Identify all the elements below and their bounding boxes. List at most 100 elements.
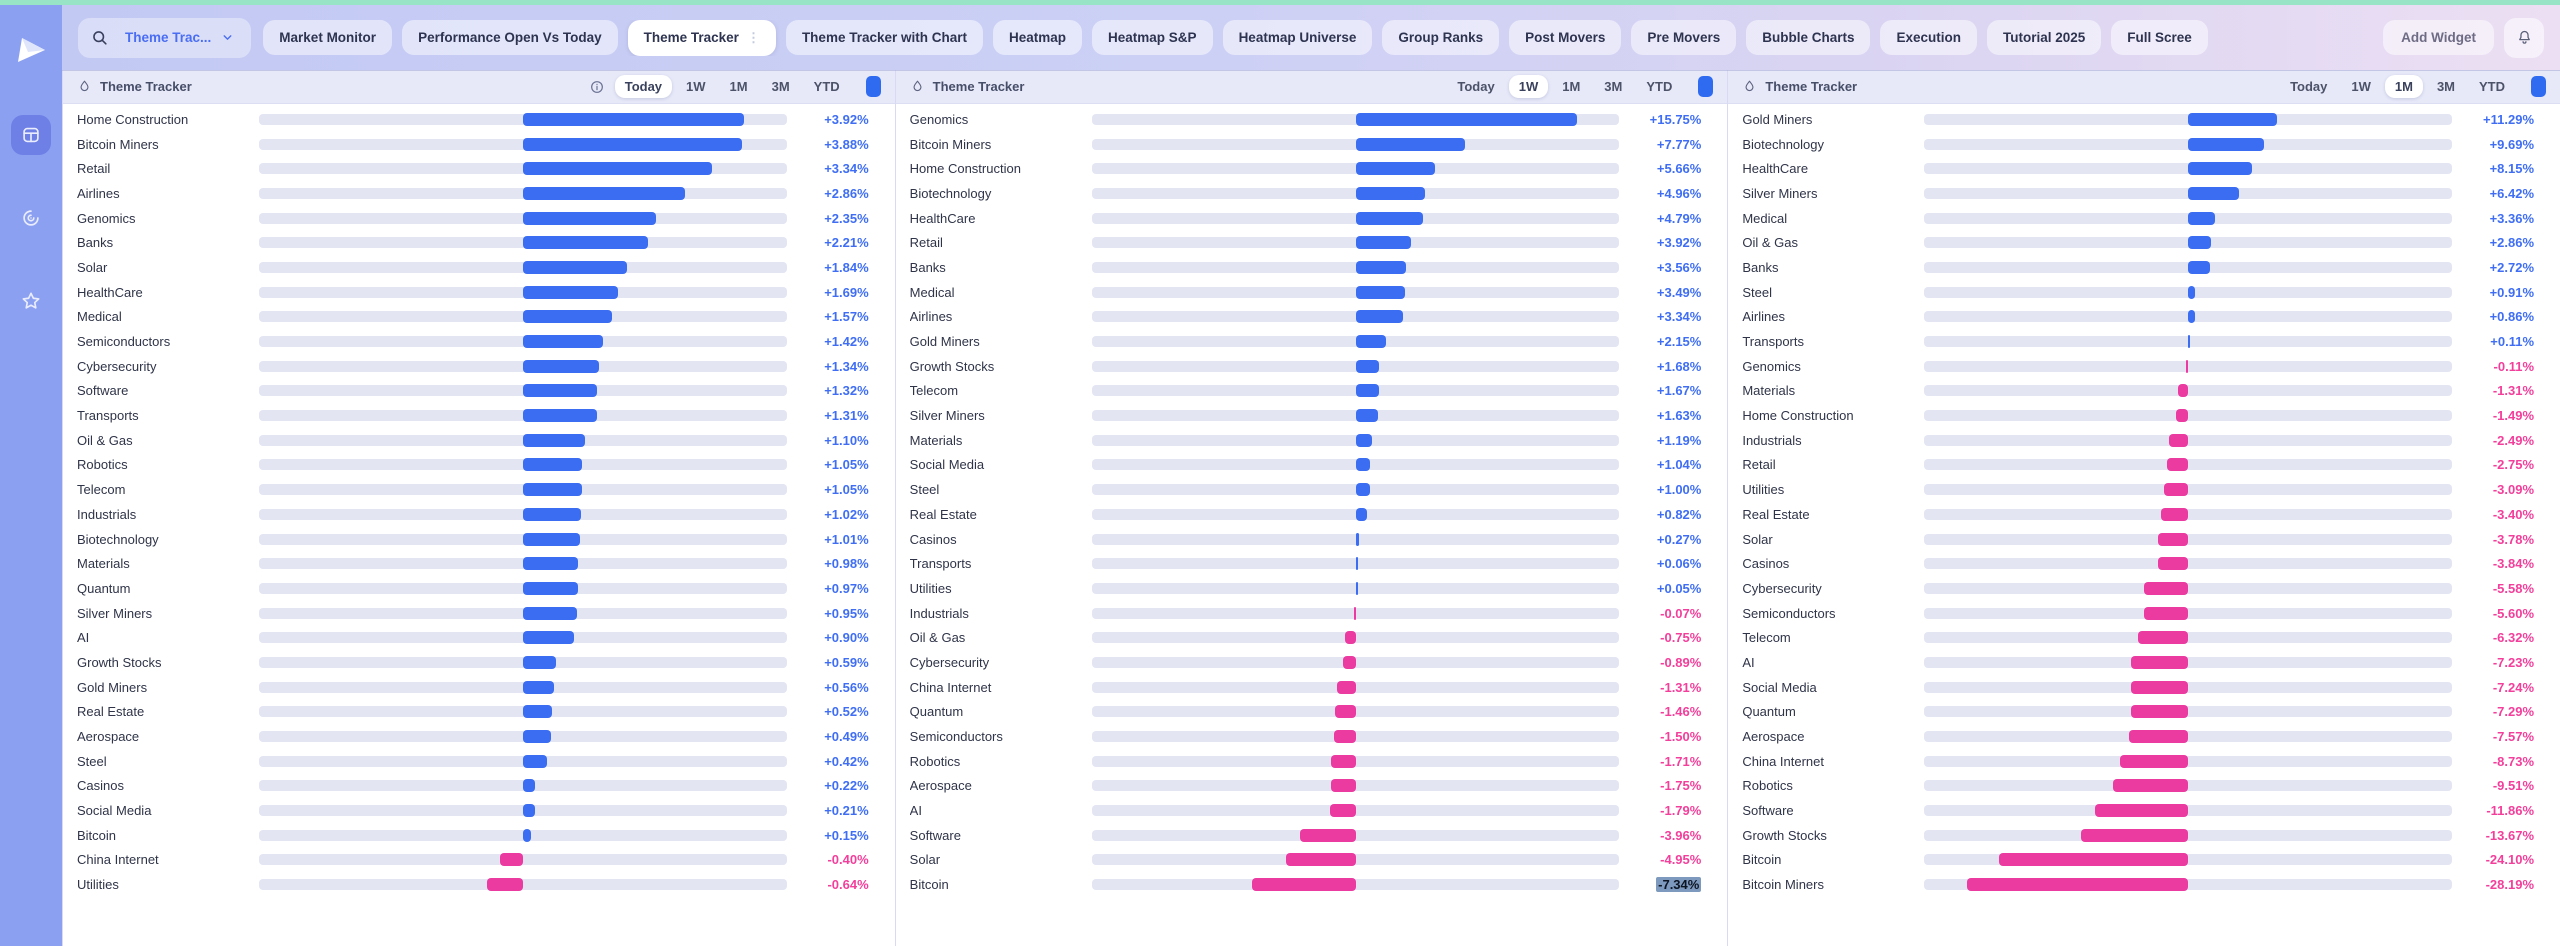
info-button[interactable] (589, 79, 605, 95)
theme-row[interactable]: Semiconductors -1.50% (896, 724, 1728, 749)
theme-row[interactable]: Bitcoin -24.10% (1728, 848, 2560, 873)
panel-color-swatch-icon[interactable] (2531, 76, 2547, 97)
tab-bubble-charts[interactable]: Bubble Charts (1746, 20, 1871, 55)
theme-row[interactable]: Retail +3.34% (63, 156, 895, 181)
theme-row[interactable]: Materials +1.19% (896, 428, 1728, 453)
theme-row[interactable]: Solar -3.78% (1728, 527, 2560, 552)
theme-row[interactable]: Semiconductors +1.42% (63, 329, 895, 354)
theme-row[interactable]: Genomics +2.35% (63, 206, 895, 231)
theme-row[interactable]: Industrials -0.07% (896, 601, 1728, 626)
theme-row[interactable]: Aerospace -1.75% (896, 774, 1728, 799)
layout-dropdown[interactable]: Theme Trac... (117, 21, 248, 55)
theme-row[interactable]: Bitcoin -7.34% (896, 872, 1728, 897)
theme-row[interactable]: Casinos -3.84% (1728, 551, 2560, 576)
theme-row[interactable]: AI +0.90% (63, 625, 895, 650)
theme-row[interactable]: Silver Miners +1.63% (896, 403, 1728, 428)
theme-row[interactable]: Growth Stocks +0.59% (63, 650, 895, 675)
theme-row[interactable]: Software -11.86% (1728, 798, 2560, 823)
theme-row[interactable]: Airlines +3.34% (896, 305, 1728, 330)
theme-row[interactable]: Steel +0.42% (63, 749, 895, 774)
theme-row[interactable]: Quantum +0.97% (63, 576, 895, 601)
tab-theme-tracker[interactable]: Theme Tracker ⋮ (627, 19, 776, 56)
theme-row[interactable]: Gold Miners +2.15% (896, 329, 1728, 354)
theme-row[interactable]: Home Construction -1.49% (1728, 403, 2560, 428)
timeframe-1m[interactable]: 1M (1562, 79, 1581, 94)
theme-row[interactable]: Medical +3.36% (1728, 206, 2560, 231)
theme-row[interactable]: Retail +3.92% (896, 230, 1728, 255)
theme-row[interactable]: Medical +1.57% (63, 305, 895, 330)
theme-row[interactable]: Biotechnology +1.01% (63, 527, 895, 552)
sidebar-item-themes[interactable] (11, 198, 51, 238)
tab-heatmap-universe[interactable]: Heatmap Universe (1222, 20, 1373, 55)
theme-row[interactable]: Steel +0.91% (1728, 280, 2560, 305)
theme-row[interactable]: Banks +3.56% (896, 255, 1728, 280)
theme-row[interactable]: Medical +3.49% (896, 280, 1728, 305)
theme-row[interactable]: Cybersecurity +1.34% (63, 354, 895, 379)
theme-row[interactable]: China Internet -0.40% (63, 848, 895, 873)
theme-row[interactable]: Solar +1.84% (63, 255, 895, 280)
theme-row[interactable]: Biotechnology +4.96% (896, 181, 1728, 206)
theme-row[interactable]: Materials -1.31% (1728, 379, 2560, 404)
theme-row[interactable]: Home Construction +5.66% (896, 156, 1728, 181)
timeframe-today[interactable]: Today (1457, 79, 1495, 94)
theme-row[interactable]: Industrials +1.02% (63, 502, 895, 527)
theme-row[interactable]: Silver Miners +0.95% (63, 601, 895, 626)
theme-row[interactable]: Genomics -0.11% (1728, 354, 2560, 379)
timeframe-ytd[interactable]: YTD (2479, 79, 2506, 94)
theme-row[interactable]: Aerospace +0.49% (63, 724, 895, 749)
theme-row[interactable]: Cybersecurity -0.89% (896, 650, 1728, 675)
theme-row[interactable]: Silver Miners +6.42% (1728, 181, 2560, 206)
theme-row[interactable]: Growth Stocks +1.68% (896, 354, 1728, 379)
theme-row[interactable]: Utilities -3.09% (1728, 477, 2560, 502)
timeframe-ytd[interactable]: YTD (813, 79, 840, 94)
theme-row[interactable]: Airlines +2.86% (63, 181, 895, 206)
theme-row[interactable]: Utilities +0.05% (896, 576, 1728, 601)
timeframe-1m[interactable]: 1M (729, 79, 748, 94)
theme-row[interactable]: HealthCare +1.69% (63, 280, 895, 305)
sidebar-item-dashboard[interactable] (11, 115, 51, 155)
add-widget-button[interactable]: Add Widget (2383, 20, 2494, 55)
theme-row[interactable]: Telecom +1.67% (896, 379, 1728, 404)
theme-row[interactable]: Bitcoin Miners -28.19% (1728, 872, 2560, 897)
theme-row[interactable]: Transports +0.06% (896, 551, 1728, 576)
theme-row[interactable]: Oil & Gas -0.75% (896, 625, 1728, 650)
theme-row[interactable]: China Internet -8.73% (1728, 749, 2560, 774)
theme-row[interactable]: Banks +2.72% (1728, 255, 2560, 280)
theme-row[interactable]: Software +1.32% (63, 379, 895, 404)
theme-row[interactable]: Utilities -0.64% (63, 872, 895, 897)
tab-market-monitor[interactable]: Market Monitor (263, 20, 393, 55)
theme-row[interactable]: Robotics -9.51% (1728, 774, 2560, 799)
theme-row[interactable]: HealthCare +4.79% (896, 206, 1728, 231)
theme-row[interactable]: Genomics +15.75% (896, 107, 1728, 132)
search-button[interactable] (81, 21, 117, 55)
theme-row[interactable]: Casinos +0.27% (896, 527, 1728, 552)
theme-row[interactable]: Casinos +0.22% (63, 774, 895, 799)
timeframe-1w[interactable]: 1W (1508, 75, 1549, 98)
theme-row[interactable]: China Internet -1.31% (896, 675, 1728, 700)
tab-pre-movers[interactable]: Pre Movers (1631, 20, 1737, 55)
tab-execution[interactable]: Execution (1880, 20, 1977, 55)
theme-row[interactable]: Telecom +1.05% (63, 477, 895, 502)
tab-theme-tracker-with-chart[interactable]: Theme Tracker with Chart (785, 20, 983, 55)
theme-row[interactable]: Cybersecurity -5.58% (1728, 576, 2560, 601)
theme-row[interactable]: Oil & Gas +2.86% (1728, 230, 2560, 255)
app-logo-icon[interactable] (11, 31, 51, 71)
theme-row[interactable]: Steel +1.00% (896, 477, 1728, 502)
theme-row[interactable]: Growth Stocks -13.67% (1728, 823, 2560, 848)
theme-row[interactable]: Real Estate +0.52% (63, 700, 895, 725)
notifications-button[interactable] (2504, 17, 2544, 58)
theme-row[interactable]: Bitcoin +0.15% (63, 823, 895, 848)
theme-row[interactable]: Gold Miners +0.56% (63, 675, 895, 700)
theme-row[interactable]: Social Media +0.21% (63, 798, 895, 823)
timeframe-today[interactable]: Today (614, 75, 673, 98)
theme-row[interactable]: Aerospace -7.57% (1728, 724, 2560, 749)
theme-row[interactable]: HealthCare +8.15% (1728, 156, 2560, 181)
panel-color-swatch-icon[interactable] (1698, 76, 1714, 97)
tab-post-movers[interactable]: Post Movers (1509, 20, 1622, 55)
timeframe-3m[interactable]: 3M (1604, 79, 1623, 94)
theme-row[interactable]: Telecom -6.32% (1728, 625, 2560, 650)
theme-row[interactable]: Robotics +1.05% (63, 453, 895, 478)
theme-row[interactable]: AI -1.79% (896, 798, 1728, 823)
tab-performance-open-vs-today[interactable]: Performance Open Vs Today (402, 20, 618, 55)
panel-color-swatch-icon[interactable] (865, 76, 881, 97)
